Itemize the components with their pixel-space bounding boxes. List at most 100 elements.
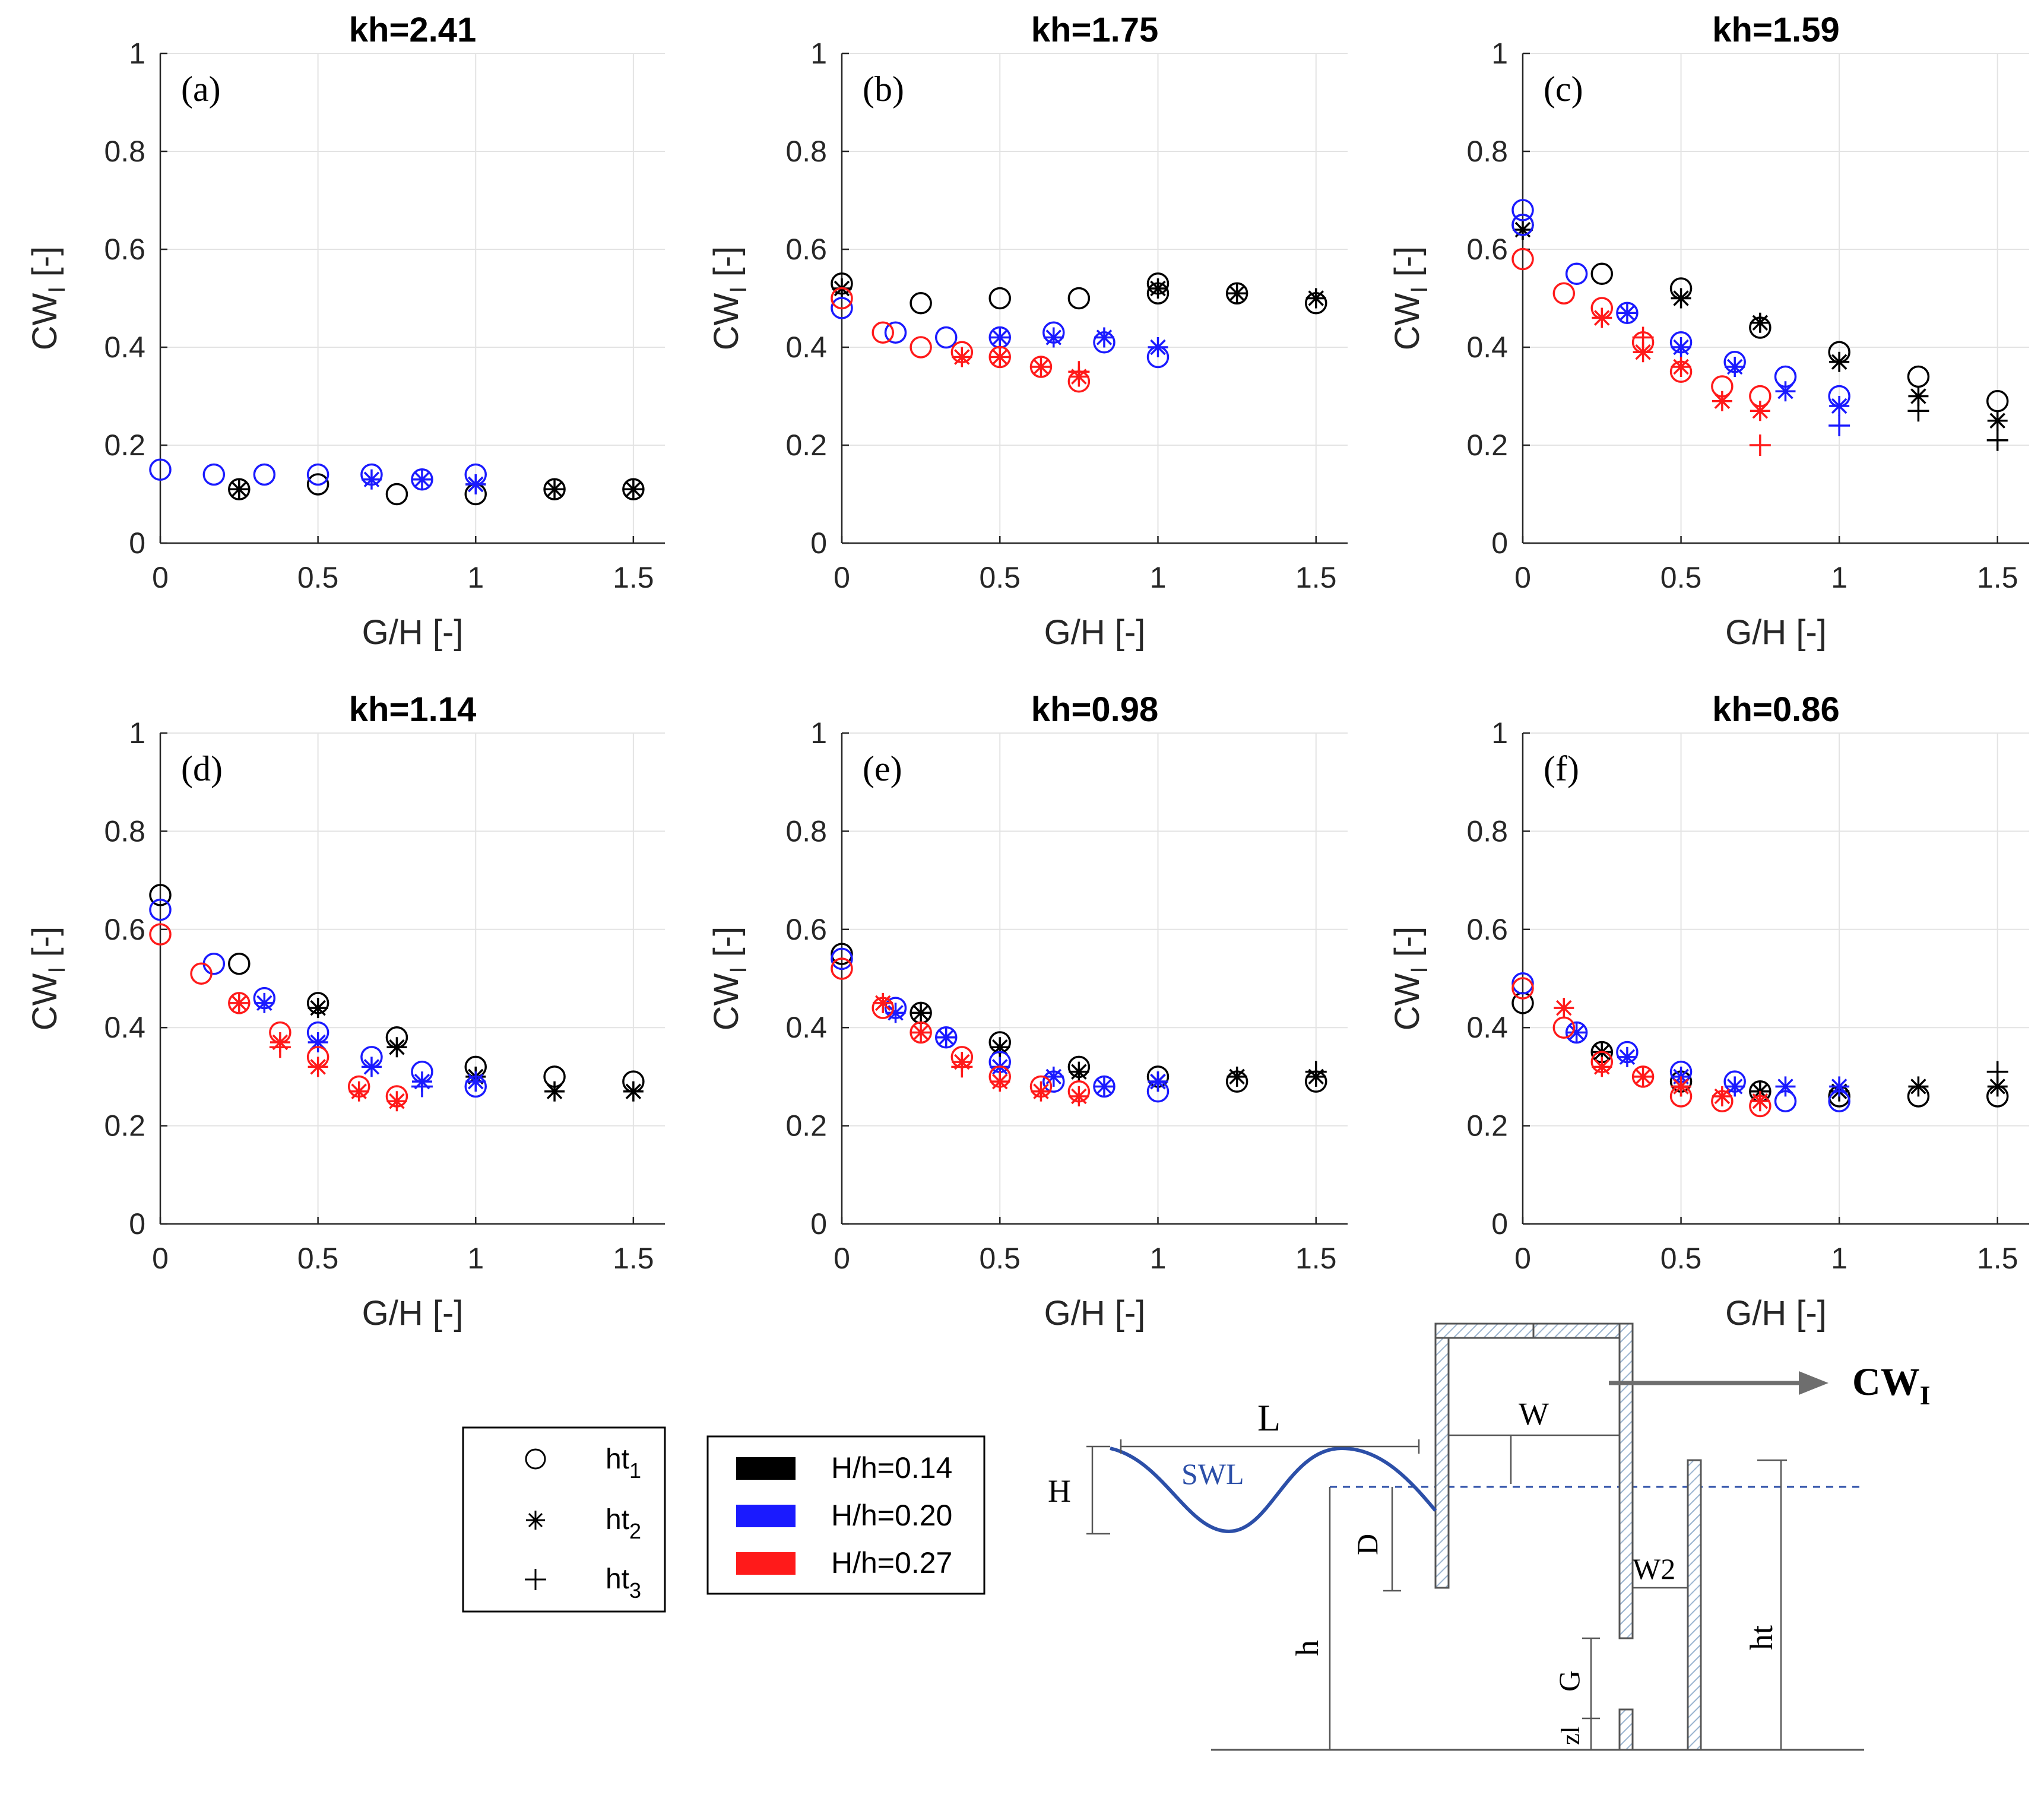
- chart-title: kh=1.75: [1031, 11, 1158, 49]
- y-axis-label: CWI [-]: [1388, 927, 1433, 1030]
- schematic-output-label: CWI: [1852, 1360, 1931, 1410]
- data-point-plus: [1986, 429, 2008, 451]
- chart-title: kh=1.59: [1712, 11, 1839, 49]
- y-tick-label: 0.4: [785, 331, 827, 364]
- data-point-circle: [228, 952, 251, 975]
- asterisk-stroke: [1150, 280, 1166, 297]
- chart-panel-4: 0 0.5 1 1.5 0 0.2 0.4 0.6 0.8 1 kh=1.14 (d) G/H [-] C…: [26, 690, 665, 1333]
- data-point-asterisk: [623, 1081, 644, 1102]
- data-point-plus: [1986, 1061, 2008, 1083]
- data-point-asterisk: [1148, 337, 1168, 357]
- asterisk-stroke: [1096, 329, 1113, 345]
- data-point-asterisk: [990, 347, 1010, 367]
- asterisk-stroke: [1673, 290, 1689, 306]
- data-point-circle: [306, 463, 329, 486]
- data-point-asterisk: [936, 1027, 956, 1048]
- data-point-asterisk: [1227, 283, 1247, 304]
- y-axis-label: CWI [-]: [707, 927, 752, 1030]
- y-tick-label: 0.8: [785, 814, 827, 848]
- x-tick-label: 0: [152, 561, 169, 594]
- schematic-label-h: h: [1289, 1640, 1325, 1656]
- y-tick-label: 0.6: [785, 233, 827, 266]
- data-point-asterisk: [1031, 357, 1051, 377]
- series-h-h-0-27: [831, 957, 1091, 1106]
- data-point-asterisk: [1750, 401, 1770, 421]
- asterisk-stroke: [1777, 1079, 1793, 1095]
- asterisk-stroke: [874, 995, 891, 1011]
- y-tick-label: 0.6: [785, 913, 827, 946]
- schematic-label-ht: ht: [1744, 1625, 1779, 1650]
- x-axis-label: G/H [-]: [362, 1294, 464, 1333]
- y-tick-label: 1: [810, 37, 827, 70]
- data-point-plus: [1068, 361, 1090, 383]
- chart-title: kh=1.14: [349, 690, 476, 729]
- data-point-asterisk: [1671, 288, 1691, 309]
- data-point-asterisk: [1750, 1091, 1770, 1112]
- data-point-circle: [1565, 262, 1588, 285]
- y-tick-label: 0.6: [1466, 913, 1508, 946]
- asterisk-stroke: [1594, 310, 1610, 326]
- asterisk-stroke: [938, 1029, 954, 1045]
- schematic-label-L: L: [1257, 1397, 1281, 1439]
- asterisk-stroke: [625, 481, 642, 497]
- legend-marker-label-2: ht2: [606, 1504, 641, 1543]
- data-point-circle: [831, 287, 853, 310]
- asterisk-stroke: [1673, 339, 1689, 356]
- asterisk-stroke: [1033, 359, 1049, 375]
- asterisk-stroke: [1910, 1079, 1926, 1095]
- x-tick-label: 0: [1514, 1242, 1531, 1275]
- data-point-circle: [872, 321, 894, 344]
- data-point-asterisk: [1094, 1076, 1114, 1097]
- data-point-circle: [385, 483, 408, 506]
- asterisk-stroke: [363, 471, 380, 487]
- data-point-asterisk: [1592, 307, 1612, 328]
- asterisk-stroke: [468, 1073, 484, 1090]
- asterisk-stroke: [912, 1024, 929, 1041]
- asterisk-stroke: [1071, 1064, 1087, 1080]
- data-point-asterisk: [873, 992, 893, 1013]
- asterisk-stroke: [1033, 1083, 1049, 1099]
- chart-title: kh=0.86: [1712, 690, 1839, 729]
- legend-colors: H/h=0.14 H/h=0.20 H/h=0.27: [706, 1435, 985, 1595]
- schematic-label-SWL: SWL: [1181, 1457, 1244, 1490]
- asterisk-stroke: [1673, 1079, 1689, 1095]
- series-h-h-0-20: [831, 947, 1170, 1103]
- data-point-asterisk: [623, 479, 644, 500]
- series-h-h-0-27: [831, 287, 1091, 393]
- asterisk-stroke: [1229, 1068, 1245, 1085]
- asterisk-stroke: [1714, 393, 1731, 409]
- data-point-asterisk: [1566, 1022, 1587, 1043]
- data-point-asterisk: [990, 327, 1010, 348]
- data-point-asterisk: [229, 992, 249, 1013]
- plot-area: [842, 53, 1348, 543]
- y-tick-label: 0.4: [104, 331, 145, 364]
- x-tick-label: 1: [1831, 1242, 1847, 1275]
- data-point-asterisk: [1148, 1071, 1168, 1092]
- panel-label: (b): [863, 69, 904, 109]
- data-point-asterisk: [1633, 1066, 1653, 1087]
- data-point-circle: [149, 898, 172, 921]
- data-point-circle: [1590, 262, 1614, 285]
- data-point-asterisk: [911, 1022, 931, 1043]
- y-tick-label: 0.6: [104, 913, 145, 946]
- y-tick-label: 0.4: [104, 1011, 145, 1044]
- data-point-asterisk: [1725, 1076, 1745, 1097]
- data-point-asterisk: [1987, 410, 2008, 431]
- chart-panels: 0 0.5 1 1.5 0 0.2 0.4 0.6 0.8 1 kh=2.41 (a) G/H [-] C…: [26, 11, 2029, 1333]
- data-point-circle: [190, 962, 213, 985]
- asterisk-stroke: [1308, 290, 1324, 306]
- asterisk-stroke: [992, 1073, 1008, 1090]
- data-point-plus: [1907, 400, 1929, 422]
- data-point-plus: [269, 1036, 291, 1058]
- asterisk-stroke: [1673, 359, 1689, 375]
- data-point-plus: [1632, 326, 1654, 348]
- data-point-asterisk: [386, 1091, 407, 1112]
- asterisk-stroke: [1556, 1000, 1572, 1016]
- asterisk-stroke: [256, 995, 272, 1011]
- asterisk-stroke: [1635, 1068, 1651, 1085]
- schematic-label-zl: zl: [1556, 1726, 1585, 1745]
- series-h-h-0-14: [228, 473, 645, 506]
- legend-asterisk-marker-icon: [526, 1511, 545, 1530]
- asterisk-stroke: [351, 1083, 367, 1099]
